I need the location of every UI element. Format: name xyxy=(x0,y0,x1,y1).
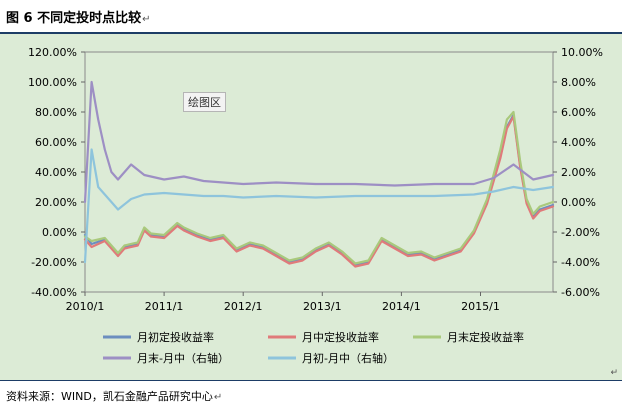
plot-frame xyxy=(84,51,554,293)
left-tick-label: 60.00% xyxy=(35,136,77,149)
x-tick-label: 2013/1 xyxy=(303,300,342,313)
legend-label: 月末定投收益率 xyxy=(447,330,524,344)
series-line-5 xyxy=(83,148,555,264)
legend-label: 月末-月中（右轴） xyxy=(137,351,229,365)
left-tick-label: -20.00% xyxy=(31,256,77,269)
left-tick-label: 120.00% xyxy=(28,46,77,59)
left-tick-label: -40.00% xyxy=(31,286,77,299)
left-tick-label: 0.00% xyxy=(42,226,77,239)
axes: 120.00% 100.00% 80.00% 60.00% 40.00% 20.00% 0.… xyxy=(28,46,603,313)
series-line-2 xyxy=(83,115,555,268)
corner-mark-icon: ↵ xyxy=(610,368,618,378)
right-tick-label: -2.00% xyxy=(561,226,600,239)
legend-label: 月中定投收益率 xyxy=(302,330,379,344)
right-tick-label: 8.00% xyxy=(561,76,596,89)
chart: 120.00% 100.00% 80.00% 60.00% 40.00% 20.00% 0.… xyxy=(28,46,603,365)
right-tick-label: 2.00% xyxy=(561,166,596,179)
right-tick-label: -4.00% xyxy=(561,256,600,269)
left-tick-label: 100.00% xyxy=(28,76,77,89)
right-tick-label: 4.00% xyxy=(561,136,596,149)
figure-title: 图 6 不同定投时点比较 xyxy=(6,11,142,26)
paragraph-mark-icon: ↵ xyxy=(213,392,223,403)
x-tick-label: 2015/1 xyxy=(461,300,500,313)
legend-label: 月初-月中（右轴） xyxy=(302,351,394,365)
right-tick-label: 10.00% xyxy=(561,46,603,59)
left-tick-label: 40.00% xyxy=(35,166,77,179)
right-tick-label: -6.00% xyxy=(561,286,600,299)
plot-area-tag: 绘图区 xyxy=(183,92,226,112)
source-note: 资料来源：WIND，凯石金融产品研究中心 xyxy=(6,390,213,403)
x-tick-label: 2014/1 xyxy=(382,300,421,313)
title-bar: 图 6 不同定投时点比较↵ xyxy=(0,0,622,34)
right-tick-label: 6.00% xyxy=(561,106,596,119)
right-tick-label: 0.00% xyxy=(561,196,596,209)
series-line-1 xyxy=(83,113,555,267)
grid xyxy=(84,51,554,293)
x-tick-label: 2012/1 xyxy=(224,300,263,313)
left-tick-label: 20.00% xyxy=(35,196,77,209)
series-line-4 xyxy=(83,80,555,204)
series-lines xyxy=(83,80,555,268)
x-tick-label: 2011/1 xyxy=(145,300,184,313)
legend-label: 月初定投收益率 xyxy=(137,330,214,344)
source-bar: 资料来源：WIND，凯石金融产品研究中心↵ xyxy=(0,380,622,410)
paragraph-mark-icon: ↵ xyxy=(142,14,151,25)
series-line-3 xyxy=(83,110,555,265)
left-tick-label: 80.00% xyxy=(35,106,77,119)
x-tick-label: 2010/1 xyxy=(66,300,105,313)
